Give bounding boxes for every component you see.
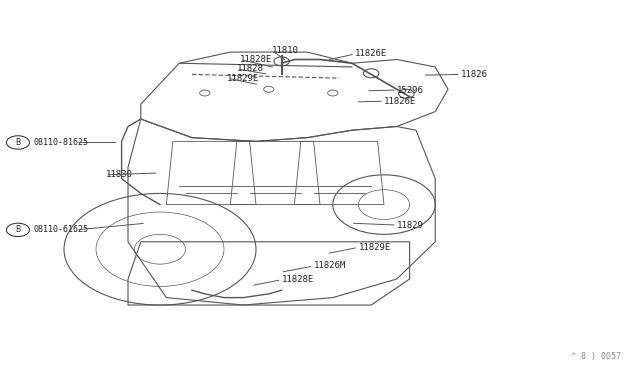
Text: 11829E: 11829E <box>358 243 390 252</box>
Text: 11829E: 11829E <box>227 74 259 83</box>
Text: 11829: 11829 <box>397 221 424 230</box>
Text: 11828E: 11828E <box>240 55 272 64</box>
Text: 11826E: 11826E <box>384 97 416 106</box>
Text: 11810: 11810 <box>272 46 299 55</box>
Text: 11826M: 11826M <box>314 262 346 270</box>
Text: B: B <box>15 138 20 147</box>
Text: B: B <box>15 225 20 234</box>
Text: 11830: 11830 <box>106 170 132 179</box>
Text: 08110-81625: 08110-81625 <box>34 138 89 147</box>
Text: 11828E: 11828E <box>282 275 314 284</box>
Text: 11826E: 11826E <box>355 49 387 58</box>
Text: ^ 8 ) 0057: ^ 8 ) 0057 <box>571 352 621 361</box>
Text: 15296: 15296 <box>397 86 424 94</box>
Text: 11826: 11826 <box>461 70 488 79</box>
Text: 11828: 11828 <box>237 64 264 73</box>
Text: 08110-61625: 08110-61625 <box>34 225 89 234</box>
